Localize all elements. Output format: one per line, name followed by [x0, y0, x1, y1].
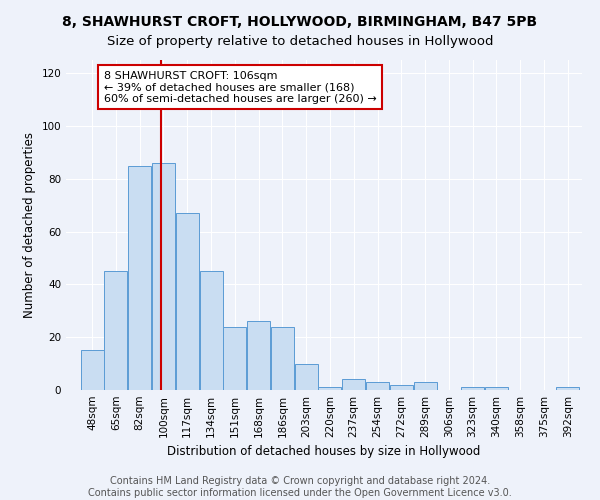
Bar	[200, 271, 223, 390]
Text: Contains HM Land Registry data © Crown copyright and database right 2024.
Contai: Contains HM Land Registry data © Crown c…	[88, 476, 512, 498]
Bar	[271, 326, 294, 390]
Bar	[247, 322, 270, 390]
Bar	[152, 163, 175, 390]
Bar	[176, 213, 199, 390]
Bar	[104, 271, 127, 390]
Text: 8 SHAWHURST CROFT: 106sqm
← 39% of detached houses are smaller (168)
60% of semi: 8 SHAWHURST CROFT: 106sqm ← 39% of detac…	[104, 70, 377, 104]
Bar	[342, 380, 365, 390]
Bar	[319, 388, 341, 390]
Bar	[390, 384, 413, 390]
Bar	[485, 388, 508, 390]
Bar	[223, 326, 247, 390]
Bar	[80, 350, 104, 390]
Bar	[366, 382, 389, 390]
Bar	[128, 166, 151, 390]
Text: Size of property relative to detached houses in Hollywood: Size of property relative to detached ho…	[107, 35, 493, 48]
Bar	[461, 388, 484, 390]
Bar	[556, 388, 579, 390]
Y-axis label: Number of detached properties: Number of detached properties	[23, 132, 36, 318]
Bar	[295, 364, 318, 390]
Text: 8, SHAWHURST CROFT, HOLLYWOOD, BIRMINGHAM, B47 5PB: 8, SHAWHURST CROFT, HOLLYWOOD, BIRMINGHA…	[62, 15, 538, 29]
X-axis label: Distribution of detached houses by size in Hollywood: Distribution of detached houses by size …	[167, 446, 481, 458]
Bar	[413, 382, 437, 390]
